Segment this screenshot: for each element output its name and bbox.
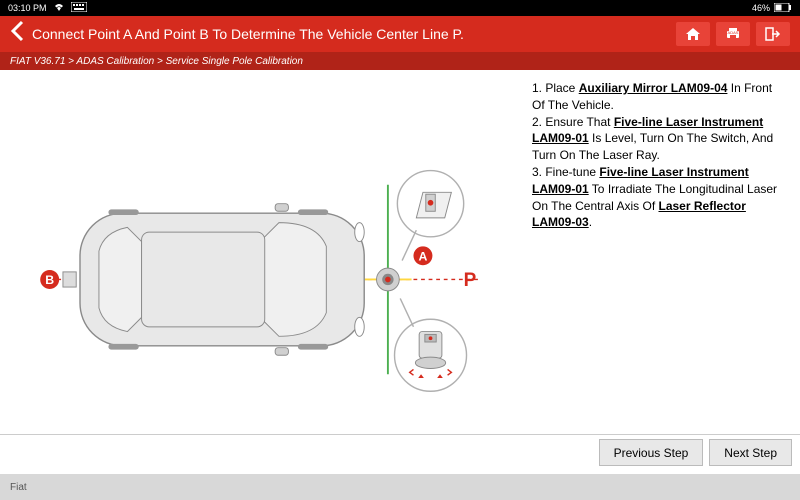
previous-step-button[interactable]: Previous Step [599, 439, 704, 466]
page-title: Connect Point A And Point B To Determine… [32, 26, 676, 42]
next-step-button[interactable]: Next Step [709, 439, 792, 466]
battery-icon [774, 3, 792, 14]
keyboard-icon [71, 2, 87, 14]
instruction-step-1: 1. Place Auxiliary Mirror LAM09-04 In Fr… [532, 80, 788, 114]
instruction-step-2: 2. Ensure That Five-line Laser Instrumen… [532, 114, 788, 164]
laser-instrument [377, 268, 400, 291]
home-button[interactable] [676, 22, 710, 46]
breadcrumb: FIAT V36.71 > ADAS Calibration > Service… [0, 52, 800, 70]
marker-p: P [464, 270, 477, 291]
marker-b: B [40, 270, 76, 289]
diagram: B A P [0, 70, 520, 470]
detail-laser [395, 298, 467, 391]
back-button[interactable] [10, 20, 24, 48]
content-area: B A P [0, 70, 800, 470]
status-time: 03:10 PM [8, 3, 47, 13]
detail-reflector [397, 171, 463, 261]
print-button[interactable]: ADAS [716, 22, 750, 46]
instruction-step-3: 3. Fine-tune Five-line Laser Instrument … [532, 164, 788, 231]
marker-a: A [413, 246, 432, 265]
app-header: Connect Point A And Point B To Determine… [0, 16, 800, 52]
battery-text: 46% [752, 3, 770, 13]
button-bar: Previous Step Next Step [0, 434, 800, 470]
instructions: 1. Place Auxiliary Mirror LAM09-04 In Fr… [520, 70, 800, 470]
exit-button[interactable] [756, 22, 790, 46]
svg-text:ADAS: ADAS [728, 30, 739, 35]
car-body [80, 204, 364, 356]
svg-text:B: B [45, 273, 54, 287]
status-bar: 03:10 PM 46% [0, 0, 800, 16]
footer: Fiat [0, 474, 800, 500]
svg-text:A: A [419, 250, 428, 264]
wifi-icon [53, 3, 65, 14]
